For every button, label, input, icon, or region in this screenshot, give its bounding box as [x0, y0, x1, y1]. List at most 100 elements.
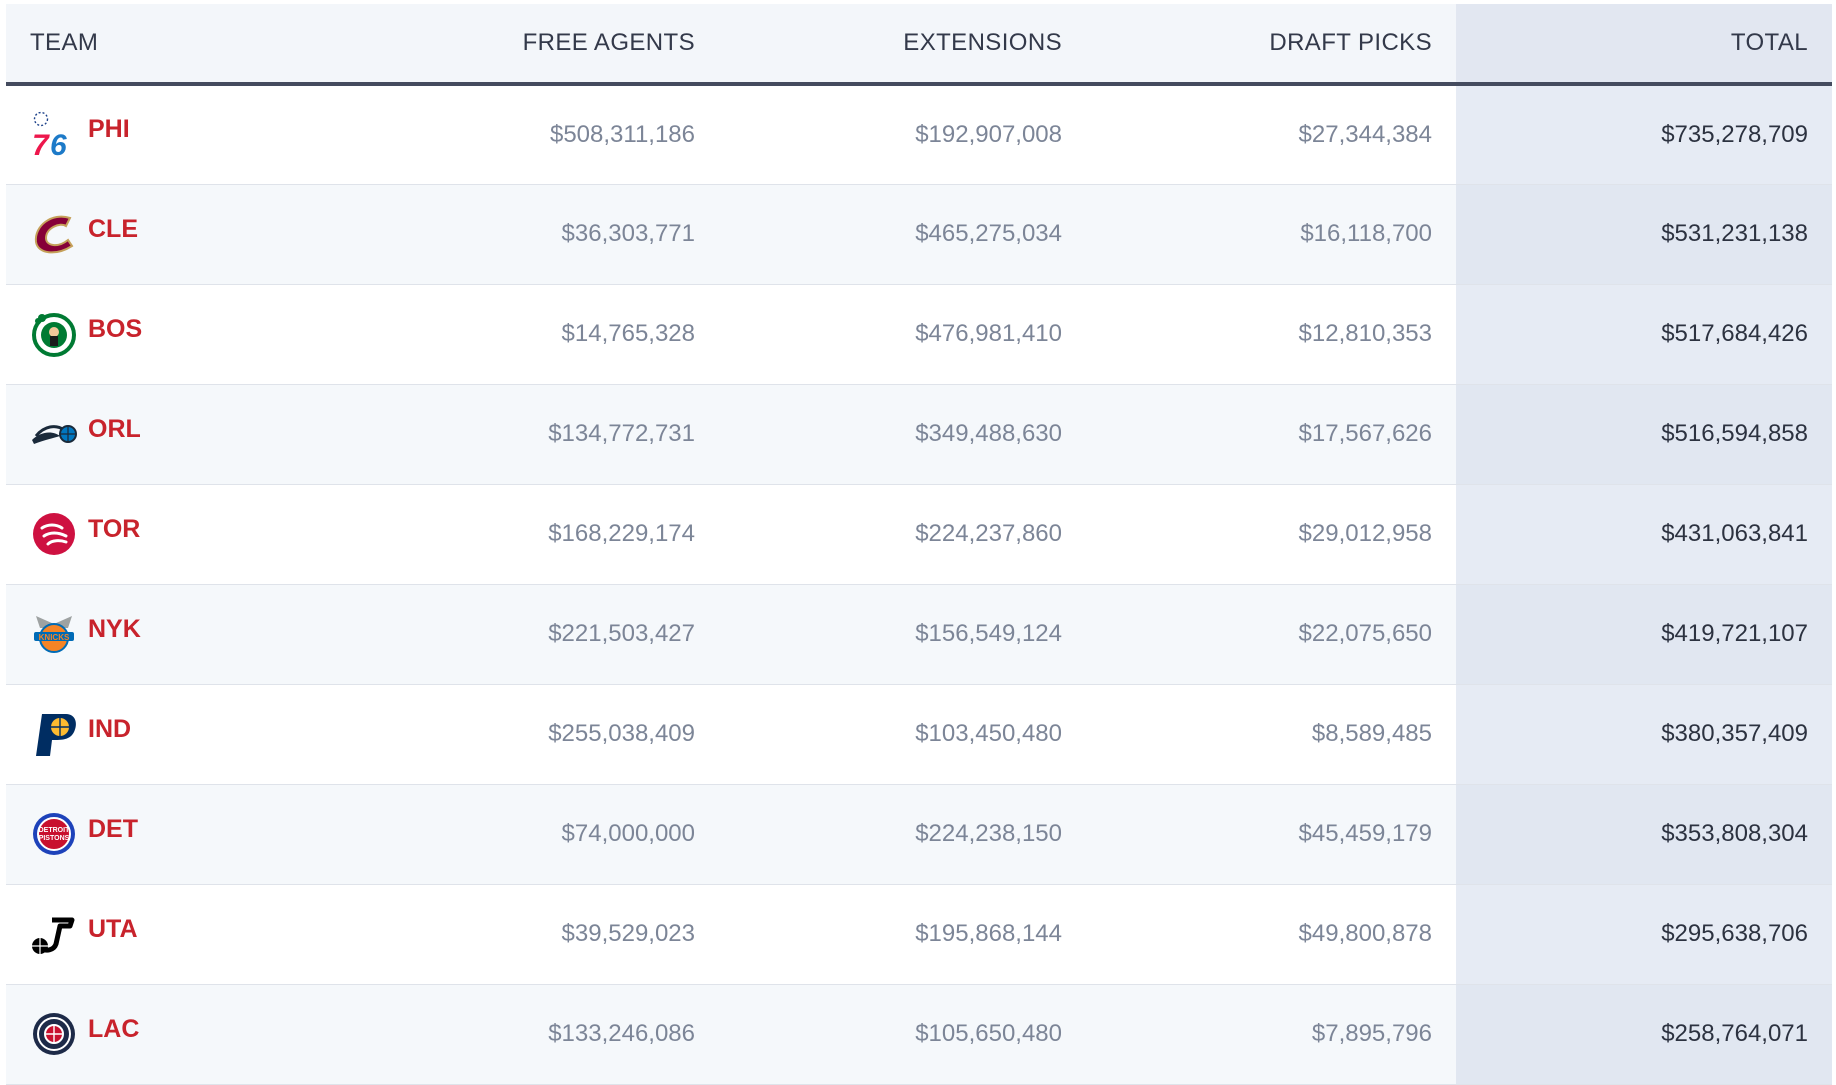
draft-picks-amount[interactable]: $12,810,353 [1298, 320, 1432, 347]
draft-picks-amount[interactable]: $17,567,626 [1298, 420, 1432, 447]
column-header-draft-picks[interactable]: DRAFT PICKS [1086, 4, 1456, 86]
extensions-amount[interactable]: $103,450,480 [915, 720, 1062, 747]
total-amount[interactable]: $735,278,709 [1661, 120, 1808, 148]
free-agents-amount[interactable]: $255,038,409 [548, 720, 695, 747]
extensions-amount[interactable]: $195,868,144 [915, 920, 1062, 947]
column-header-team[interactable]: TEAM [6, 4, 336, 86]
extensions-amount[interactable]: $156,549,124 [915, 620, 1062, 647]
draft-picks-cell: $45,459,179 [1086, 784, 1456, 885]
team-abbreviation-link[interactable]: NYK [88, 614, 141, 643]
draft-picks-cell: $17,567,626 [1086, 384, 1456, 485]
extensions-amount[interactable]: $476,981,410 [915, 320, 1062, 347]
draft-picks-amount[interactable]: $49,800,878 [1298, 920, 1432, 947]
team-cell: CLE [6, 184, 336, 285]
extensions-cell: $192,907,008 [719, 84, 1086, 185]
free-agents-amount[interactable]: $133,246,086 [548, 1020, 695, 1047]
draft-picks-amount[interactable]: $45,459,179 [1298, 820, 1432, 847]
clippers-logo-icon[interactable] [30, 1010, 78, 1058]
draft-picks-cell: $22,075,650 [1086, 584, 1456, 685]
total-amount[interactable]: $353,808,304 [1661, 820, 1808, 847]
total-cell: $516,594,858 [1456, 384, 1832, 485]
draft-picks-cell: $29,012,958 [1086, 484, 1456, 585]
extensions-cell: $195,868,144 [719, 884, 1086, 985]
team-abbreviation-link[interactable]: ORL [88, 414, 141, 443]
free-agents-cell: $255,038,409 [336, 684, 719, 785]
team-abbreviation-link[interactable]: DET [88, 814, 138, 843]
total-amount[interactable]: $419,721,107 [1661, 620, 1808, 647]
draft-picks-cell: $12,810,353 [1086, 284, 1456, 385]
jazz-logo-icon[interactable] [30, 910, 78, 958]
team-spending-table: TEAM FREE AGENTS EXTENSIONS DRAFT PICKS … [6, 4, 1832, 1085]
team-abbreviation-link[interactable]: LAC [88, 1014, 140, 1043]
column-header-total[interactable]: TOTAL [1456, 4, 1832, 86]
draft-picks-amount[interactable]: $29,012,958 [1298, 520, 1432, 547]
cavaliers-logo-icon[interactable] [30, 210, 78, 258]
extensions-cell: $103,450,480 [719, 684, 1086, 785]
team-abbreviation-link[interactable]: BOS [88, 314, 143, 343]
column-header-free-agents[interactable]: FREE AGENTS [336, 4, 719, 86]
table-row: KNICKS NYK $221,503,427 $156,549,124 $22… [6, 584, 1832, 685]
extensions-amount[interactable]: $105,650,480 [915, 1020, 1062, 1047]
free-agents-cell: $508,311,186 [336, 84, 719, 185]
total-amount[interactable]: $516,594,858 [1661, 420, 1808, 447]
table-row: LAC $133,246,086 $105,650,480 $7,895,796… [6, 984, 1832, 1085]
extensions-amount[interactable]: $465,275,034 [915, 220, 1062, 247]
total-cell: $531,231,138 [1456, 184, 1832, 285]
free-agents-amount[interactable]: $36,303,771 [561, 220, 695, 247]
free-agents-amount[interactable]: $221,503,427 [548, 620, 695, 647]
svg-text:6: 6 [50, 129, 67, 159]
team-abbreviation-link[interactable]: TOR [88, 514, 141, 543]
extensions-amount[interactable]: $224,238,150 [915, 820, 1062, 847]
team-abbreviation-link[interactable]: IND [88, 714, 132, 743]
total-cell: $735,278,709 [1456, 84, 1832, 185]
team-cell: ORL [6, 384, 336, 485]
draft-picks-amount[interactable]: $22,075,650 [1298, 620, 1432, 647]
draft-picks-amount[interactable]: $27,344,384 [1298, 120, 1432, 148]
total-amount[interactable]: $380,357,409 [1661, 720, 1808, 747]
draft-picks-amount[interactable]: $8,589,485 [1311, 720, 1432, 747]
header-row: TEAM FREE AGENTS EXTENSIONS DRAFT PICKS … [6, 4, 1832, 86]
free-agents-amount[interactable]: $168,229,174 [548, 520, 695, 547]
total-amount[interactable]: $295,638,706 [1661, 920, 1808, 947]
table-row: TOR $168,229,174 $224,237,860 $29,012,95… [6, 484, 1832, 585]
free-agents-cell: $14,765,328 [336, 284, 719, 385]
total-amount[interactable]: $531,231,138 [1661, 220, 1808, 247]
svg-text:KNICKS: KNICKS [39, 633, 70, 642]
raptors-logo-icon[interactable] [30, 510, 78, 558]
free-agents-amount[interactable]: $134,772,731 [548, 420, 695, 447]
extensions-cell: $105,650,480 [719, 984, 1086, 1085]
free-agents-amount[interactable]: $508,311,186 [549, 120, 695, 148]
team-cell: TOR [6, 484, 336, 585]
free-agents-amount[interactable]: $39,529,023 [561, 920, 695, 947]
pacers-logo-icon[interactable] [30, 710, 78, 758]
total-cell: $431,063,841 [1456, 484, 1832, 585]
draft-picks-cell: $7,895,796 [1086, 984, 1456, 1085]
total-amount[interactable]: $431,063,841 [1661, 520, 1808, 547]
free-agents-amount[interactable]: $74,000,000 [561, 820, 695, 847]
extensions-cell: $476,981,410 [719, 284, 1086, 385]
total-amount[interactable]: $517,684,426 [1661, 320, 1808, 347]
extensions-amount[interactable]: $349,488,630 [915, 420, 1062, 447]
draft-picks-amount[interactable]: $7,895,796 [1311, 1020, 1432, 1047]
total-amount[interactable]: $258,764,071 [1661, 1020, 1808, 1047]
table-row: CLE $36,303,771 $465,275,034 $16,118,700… [6, 184, 1832, 285]
table-row: BOS $14,765,328 $476,981,410 $12,810,353… [6, 284, 1832, 385]
team-abbreviation-link[interactable]: PHI [88, 115, 130, 144]
extensions-cell: $224,237,860 [719, 484, 1086, 585]
team-abbreviation-link[interactable]: UTA [88, 914, 138, 943]
celtics-logo-icon[interactable] [30, 310, 78, 358]
extensions-amount[interactable]: $224,237,860 [915, 520, 1062, 547]
total-cell: $419,721,107 [1456, 584, 1832, 685]
extensions-amount[interactable]: $192,907,008 [915, 120, 1062, 148]
column-header-extensions[interactable]: EXTENSIONS [719, 4, 1086, 86]
draft-picks-amount[interactable]: $16,118,700 [1300, 220, 1432, 247]
draft-picks-cell: $8,589,485 [1086, 684, 1456, 785]
team-abbreviation-link[interactable]: CLE [88, 214, 138, 243]
knicks-logo-icon[interactable]: KNICKS [30, 610, 78, 658]
magic-logo-icon[interactable] [30, 410, 78, 458]
pistons-logo-icon[interactable]: DETROIT PISTONS [30, 810, 78, 858]
total-cell: $258,764,071 [1456, 984, 1832, 1085]
free-agents-amount[interactable]: $14,765,328 [561, 320, 695, 347]
free-agents-cell: $221,503,427 [336, 584, 719, 685]
